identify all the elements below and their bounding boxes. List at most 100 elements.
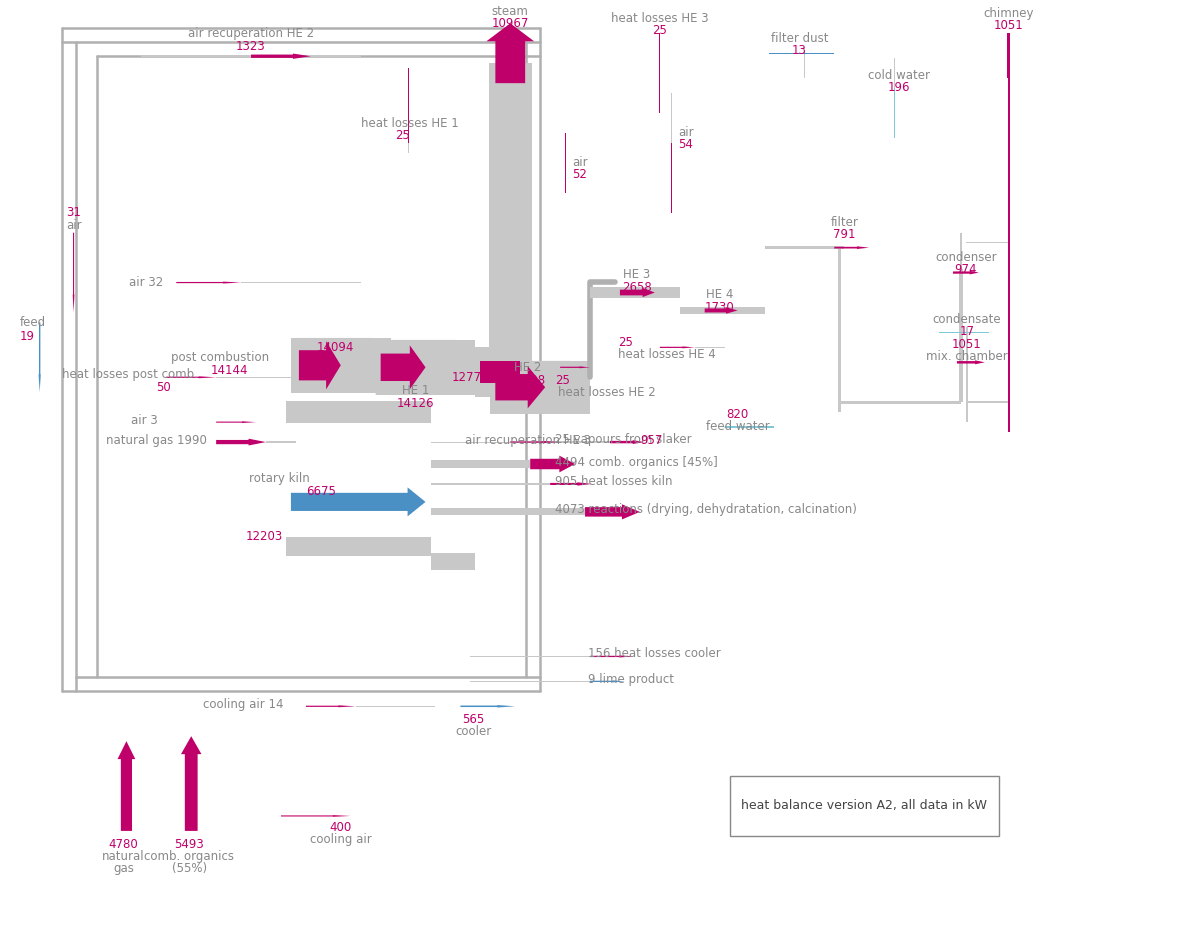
Text: 4073 reactions (drying, dehydratation, calcination): 4073 reactions (drying, dehydratation, c… bbox=[556, 503, 857, 516]
Text: 9 lime product: 9 lime product bbox=[588, 673, 674, 686]
Text: 196: 196 bbox=[888, 81, 911, 93]
Text: chimney: chimney bbox=[984, 7, 1034, 20]
FancyArrow shape bbox=[704, 308, 738, 314]
Text: (55%): (55%) bbox=[172, 862, 206, 875]
FancyArrow shape bbox=[73, 233, 74, 312]
Text: heat losses post comb.: heat losses post comb. bbox=[61, 368, 198, 381]
FancyArrow shape bbox=[216, 439, 266, 445]
Bar bbox=[966, 402, 1009, 403]
Text: cooling air 14: cooling air 14 bbox=[203, 698, 283, 711]
Text: 2658: 2658 bbox=[622, 281, 652, 294]
Text: 791: 791 bbox=[833, 228, 856, 241]
Text: 14144: 14144 bbox=[211, 363, 248, 377]
Bar bbox=[491, 361, 590, 414]
FancyArrow shape bbox=[486, 23, 534, 83]
Bar bbox=[431, 508, 586, 515]
Text: 31: 31 bbox=[66, 206, 82, 219]
Bar bbox=[488, 63, 532, 223]
Text: 565: 565 bbox=[462, 713, 485, 726]
Bar bbox=[769, 53, 834, 54]
FancyArrow shape bbox=[560, 366, 590, 368]
Bar bbox=[431, 483, 550, 485]
Text: filter: filter bbox=[830, 216, 858, 229]
Text: 12203: 12203 bbox=[246, 530, 283, 543]
Bar bbox=[470, 656, 590, 657]
Text: 25: 25 bbox=[618, 336, 632, 349]
Bar bbox=[431, 442, 510, 443]
FancyArrow shape bbox=[461, 705, 515, 707]
Text: HE 2: HE 2 bbox=[514, 361, 541, 374]
Text: HE 3: HE 3 bbox=[623, 268, 650, 281]
Text: 25: 25 bbox=[396, 130, 410, 143]
Bar bbox=[286, 401, 431, 423]
Bar bbox=[839, 401, 961, 404]
Text: condenser: condenser bbox=[935, 251, 997, 264]
Text: 5493: 5493 bbox=[174, 839, 204, 851]
Bar bbox=[614, 287, 679, 297]
Text: air 3: air 3 bbox=[132, 414, 158, 427]
FancyArrow shape bbox=[510, 441, 560, 444]
Text: cold water: cold water bbox=[868, 69, 930, 82]
FancyArrow shape bbox=[586, 504, 640, 519]
Bar bbox=[700, 308, 764, 314]
Text: heat losses HE 3: heat losses HE 3 bbox=[611, 12, 709, 25]
FancyArrow shape bbox=[496, 366, 545, 408]
Polygon shape bbox=[614, 287, 679, 297]
Text: post combustion: post combustion bbox=[172, 350, 270, 363]
Text: 1051: 1051 bbox=[994, 19, 1024, 32]
Bar bbox=[286, 537, 431, 556]
Text: 25 vapours from slaker: 25 vapours from slaker bbox=[556, 432, 691, 445]
Bar bbox=[679, 308, 704, 314]
FancyArrow shape bbox=[167, 377, 216, 378]
Text: air: air bbox=[572, 157, 588, 170]
FancyArrow shape bbox=[380, 346, 426, 390]
Bar bbox=[290, 338, 391, 392]
Bar bbox=[966, 241, 1009, 243]
FancyArrow shape bbox=[660, 347, 695, 349]
FancyArrow shape bbox=[834, 246, 869, 249]
Text: air recuperation HE 2: air recuperation HE 2 bbox=[188, 27, 314, 40]
Text: 820: 820 bbox=[726, 407, 749, 420]
Bar bbox=[764, 246, 845, 249]
Text: heat losses HE 1: heat losses HE 1 bbox=[361, 116, 458, 130]
Text: rotary kiln: rotary kiln bbox=[250, 473, 310, 486]
Polygon shape bbox=[376, 340, 475, 395]
FancyArrow shape bbox=[550, 482, 592, 486]
FancyArrow shape bbox=[530, 456, 575, 473]
Text: cooler: cooler bbox=[455, 725, 492, 738]
Text: air recuperation HE 3: air recuperation HE 3 bbox=[466, 433, 592, 446]
Polygon shape bbox=[296, 338, 410, 392]
Text: 974: 974 bbox=[955, 263, 977, 276]
Text: 14126: 14126 bbox=[397, 397, 434, 410]
FancyArrow shape bbox=[38, 322, 41, 392]
Text: air: air bbox=[678, 127, 694, 140]
FancyArrow shape bbox=[725, 426, 764, 429]
Bar bbox=[266, 441, 296, 444]
Text: HE 1: HE 1 bbox=[402, 384, 430, 397]
Text: 12778: 12778 bbox=[451, 371, 490, 384]
FancyArrow shape bbox=[590, 680, 625, 682]
FancyArrow shape bbox=[306, 706, 355, 707]
Text: 4494 comb. organics [45%]: 4494 comb. organics [45%] bbox=[556, 456, 718, 469]
FancyArrow shape bbox=[118, 741, 136, 831]
Text: 400: 400 bbox=[330, 821, 352, 834]
FancyArrow shape bbox=[176, 281, 241, 283]
Text: condensate: condensate bbox=[932, 313, 1001, 326]
Bar bbox=[488, 63, 532, 363]
Text: heat losses HE 2: heat losses HE 2 bbox=[558, 386, 656, 399]
Bar bbox=[431, 460, 530, 468]
FancyArrow shape bbox=[590, 655, 635, 657]
Text: feed: feed bbox=[19, 316, 46, 329]
Bar bbox=[725, 427, 774, 428]
Bar bbox=[959, 268, 962, 403]
FancyArrow shape bbox=[216, 421, 256, 423]
Polygon shape bbox=[590, 287, 614, 392]
Text: filter dust: filter dust bbox=[770, 32, 828, 45]
FancyArrow shape bbox=[956, 361, 985, 364]
Text: 17: 17 bbox=[960, 325, 974, 338]
FancyArrow shape bbox=[953, 271, 979, 274]
Text: 13598: 13598 bbox=[509, 374, 546, 387]
Bar bbox=[1008, 63, 1009, 432]
Text: heat losses HE 4: heat losses HE 4 bbox=[618, 348, 715, 361]
Text: natural gas 1990: natural gas 1990 bbox=[107, 433, 208, 446]
